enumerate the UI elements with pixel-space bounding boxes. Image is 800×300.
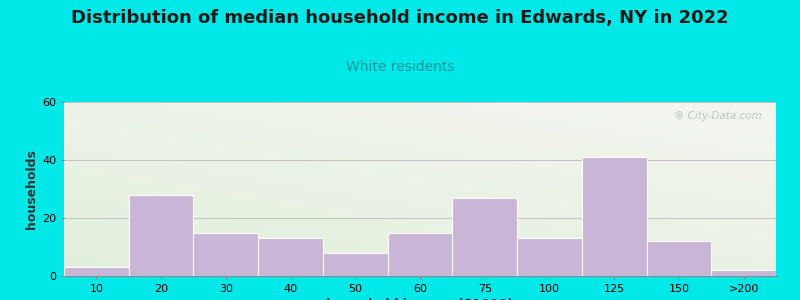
Text: ® City-Data.com: ® City-Data.com	[674, 111, 762, 121]
Bar	[646, 241, 711, 276]
Bar	[194, 232, 258, 276]
Bar	[129, 195, 194, 276]
Bar	[582, 157, 646, 276]
Bar	[64, 267, 129, 276]
Bar	[452, 198, 517, 276]
Bar	[258, 238, 323, 276]
Bar	[323, 253, 388, 276]
Text: Distribution of median household income in Edwards, NY in 2022: Distribution of median household income …	[71, 9, 729, 27]
Bar	[388, 232, 452, 276]
X-axis label: household income ($1000): household income ($1000)	[326, 298, 514, 300]
Bar	[517, 238, 582, 276]
Bar	[711, 270, 776, 276]
Y-axis label: households: households	[25, 149, 38, 229]
Text: White residents: White residents	[346, 60, 454, 74]
